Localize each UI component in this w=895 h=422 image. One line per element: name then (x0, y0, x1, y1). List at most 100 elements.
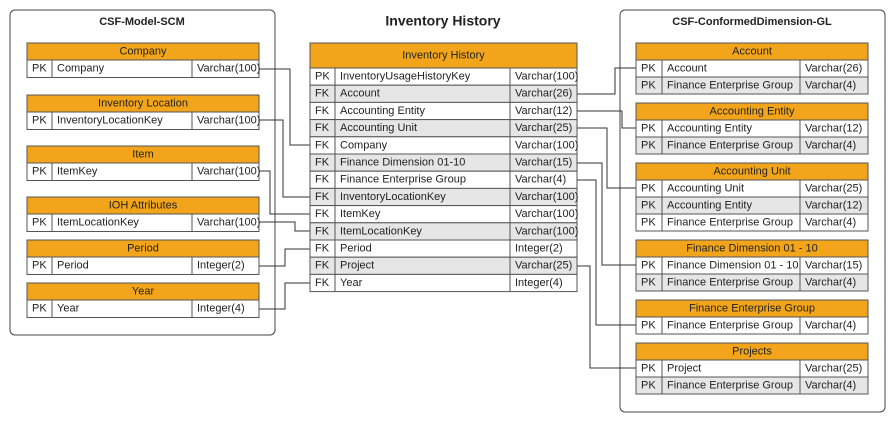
diagram-title: Inventory History (385, 13, 500, 29)
connector (259, 248, 310, 267)
cell-text: Accounting Unit (667, 182, 744, 194)
cell-text: Varchar(100) (515, 225, 578, 237)
table-title: Inventory Location (98, 97, 188, 109)
cell-text: PK (641, 259, 656, 271)
cell-text: Varchar(4) (805, 216, 856, 228)
cell-text: ItemKey (340, 208, 381, 220)
cell-text: PK (641, 182, 656, 194)
cell-text: PK (641, 122, 656, 134)
cell-text: InventoryLocationKey (57, 115, 163, 127)
cell-text: PK (32, 303, 47, 315)
cell-text: Varchar(100) (197, 115, 260, 127)
cell-text: ItemLocationKey (340, 225, 422, 237)
table-row (635, 136, 869, 155)
table-row (635, 273, 869, 292)
cell-text: Varchar(100) (515, 208, 578, 220)
cell-text: Project (340, 260, 374, 272)
connector (577, 67, 636, 95)
cell-text: PK (315, 71, 330, 83)
cell-text: FK (315, 174, 330, 186)
cell-text: FK (315, 105, 330, 117)
cell-text: Varchar(12) (805, 199, 862, 211)
table-title: IOH Attributes (109, 199, 178, 211)
cell-text: Varchar(100) (197, 63, 260, 75)
cell-text: PK (32, 166, 47, 178)
cell-text: Varchar(4) (805, 79, 856, 91)
cell-text: Varchar(26) (805, 62, 862, 74)
cell-text: Varchar(100) (197, 166, 260, 178)
cell-text: Account (667, 62, 707, 74)
cell-text: PK (641, 379, 656, 391)
cell-text: Year (57, 303, 80, 315)
cell-text: Finance Enterprise Group (667, 216, 793, 228)
table-row (635, 376, 869, 395)
cell-text: Accounting Entity (667, 199, 752, 211)
table-title: Inventory History (402, 49, 485, 61)
cell-text: Period (340, 243, 372, 255)
cell-text: PK (641, 79, 656, 91)
cell-text: Varchar(100) (515, 191, 578, 203)
cell-text: Varchar(4) (805, 319, 856, 331)
cell-text: Varchar(4) (805, 139, 856, 151)
table-title: Accounting Unit (713, 165, 790, 177)
connector (259, 68, 310, 146)
cell-text: Account (340, 88, 380, 100)
cell-text: Finance Enterprise Group (667, 139, 793, 151)
cell-text: Finance Enterprise Group (667, 276, 793, 288)
table-row (26, 162, 260, 181)
cell-text: PK (641, 276, 656, 288)
cell-text: FK (315, 157, 330, 169)
cell-text: Finance Enterprise Group (667, 379, 793, 391)
cell-text: Integer(4) (515, 277, 563, 289)
connector (577, 265, 636, 369)
cell-text: Company (340, 139, 388, 151)
cell-text: Varchar(100) (197, 217, 260, 229)
cell-text: Varchar(12) (805, 122, 862, 134)
table-title: Finance Enterprise Group (689, 302, 815, 314)
cell-text: FK (315, 260, 330, 272)
cell-text: ItemKey (57, 166, 98, 178)
cell-text: FK (315, 243, 330, 255)
cell-text: Finance Enterprise Group (667, 79, 793, 91)
cell-text: Accounting Unit (340, 122, 417, 134)
cell-text: ItemLocationKey (57, 217, 139, 229)
cell-text: Project (667, 362, 701, 374)
connector (259, 170, 310, 215)
cell-text: Finance Dimension 01 - 10 (667, 259, 798, 271)
tables: Company PK Company Varchar(100) Inventory Lo… (26, 42, 869, 395)
cell-text: FK (315, 88, 330, 100)
cell-text: Year (340, 277, 363, 289)
cell-text: PK (641, 216, 656, 228)
cell-text: FK (315, 191, 330, 203)
connector (577, 127, 636, 189)
table-row (26, 59, 260, 78)
table-title: Company (119, 45, 167, 57)
table-row (26, 213, 260, 232)
table-row (26, 256, 260, 275)
cell-text: Varchar(4) (805, 276, 856, 288)
cell-text: PK (641, 199, 656, 211)
cell-text: Varchar(12) (515, 105, 572, 117)
connector (259, 282, 310, 310)
cell-text: Accounting Entity (667, 122, 752, 134)
cell-text: Varchar(25) (515, 260, 572, 272)
cell-text: Varchar(25) (805, 362, 862, 374)
cell-text: Company (57, 63, 105, 75)
table-title: Finance Dimension 01 - 10 (686, 242, 817, 254)
cell-text: Accounting Entity (340, 105, 425, 117)
cell-text: Integer(4) (197, 303, 245, 315)
table-title: Projects (732, 345, 772, 357)
cell-text: PK (32, 63, 47, 75)
cell-text: Varchar(25) (805, 182, 862, 194)
cell-text: Period (57, 260, 89, 272)
connector (577, 179, 636, 326)
cell-text: PK (32, 115, 47, 127)
cell-text: PK (641, 139, 656, 151)
cell-text: InventoryLocationKey (340, 191, 446, 203)
connector (577, 110, 636, 129)
table-row (635, 76, 869, 95)
table-header (309, 42, 578, 69)
cell-text: PK (641, 362, 656, 374)
cell-text: FK (315, 225, 330, 237)
